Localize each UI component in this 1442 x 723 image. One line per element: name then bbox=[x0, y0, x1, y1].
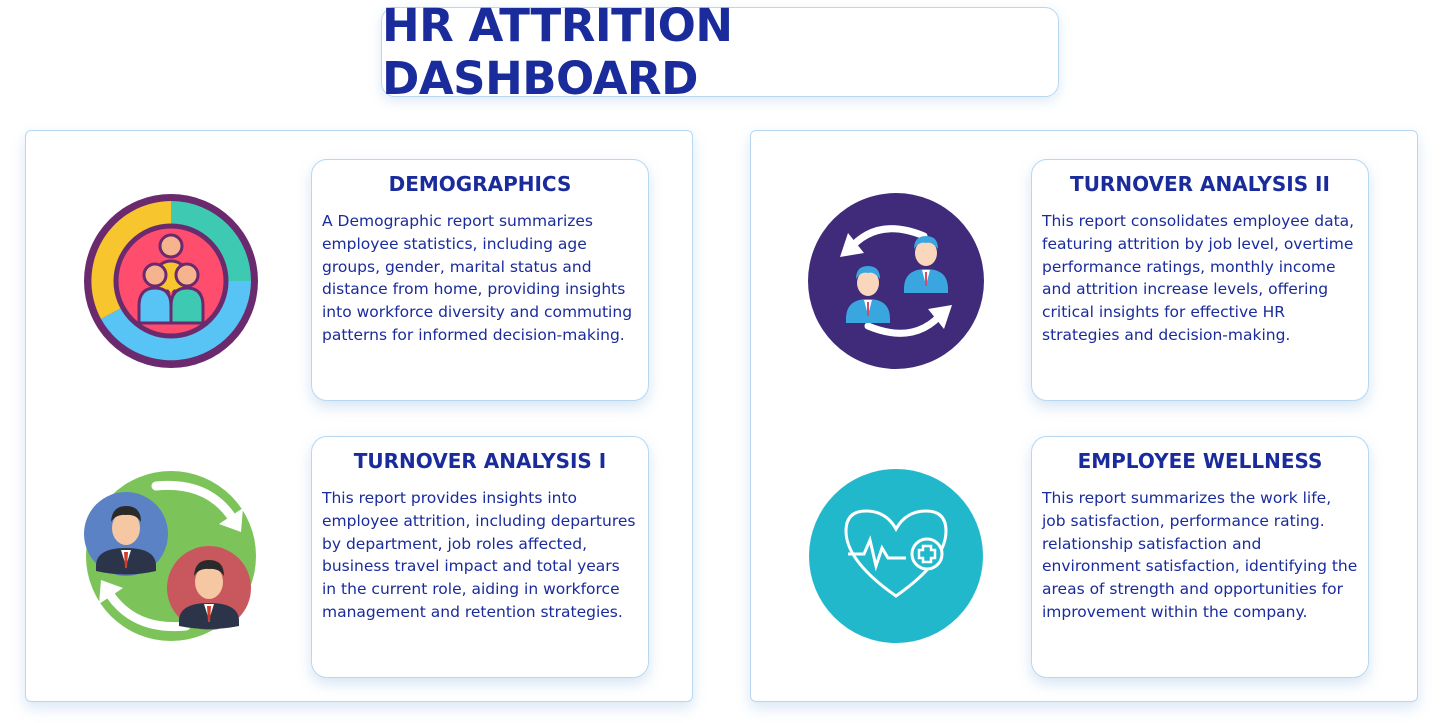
demographics-title: DEMOGRAPHICS bbox=[388, 172, 572, 196]
dashboard-title-box: HR ATTRITION DASHBOARD bbox=[381, 0, 1059, 105]
right-panel: TURNOVER ANALYSIS II This report consoli… bbox=[750, 130, 1418, 702]
turnover-2-description: This report consolidates employee data, … bbox=[1042, 212, 1355, 344]
turnover-2-card[interactable]: TURNOVER ANALYSIS II This report consoli… bbox=[1031, 159, 1369, 401]
wellness-title: EMPLOYEE WELLNESS bbox=[1077, 449, 1323, 473]
wellness-description: This report summarizes the work life, jo… bbox=[1042, 489, 1358, 621]
left-panel: DEMOGRAPHICS A Demographic report summar… bbox=[25, 130, 693, 702]
page-title: HR ATTRITION DASHBOARD bbox=[382, 0, 733, 105]
turnover-1-title: TURNOVER ANALYSIS I bbox=[353, 449, 607, 473]
turnover-1-card[interactable]: TURNOVER ANALYSIS I This report provides… bbox=[311, 436, 649, 678]
turnover-1-description: This report provides insights into emplo… bbox=[322, 489, 636, 621]
heart-health-icon bbox=[806, 466, 986, 646]
demographics-card[interactable]: DEMOGRAPHICS A Demographic report summar… bbox=[311, 159, 649, 401]
employee-exchange-icon bbox=[81, 466, 261, 646]
wellness-card[interactable]: EMPLOYEE WELLNESS This report summarizes… bbox=[1031, 436, 1369, 678]
demographics-description: A Demographic report summarizes employee… bbox=[322, 212, 633, 344]
employee-swap-icon bbox=[806, 191, 986, 371]
family-group-icon bbox=[81, 191, 261, 371]
turnover-2-title: TURNOVER ANALYSIS II bbox=[1070, 172, 1330, 196]
